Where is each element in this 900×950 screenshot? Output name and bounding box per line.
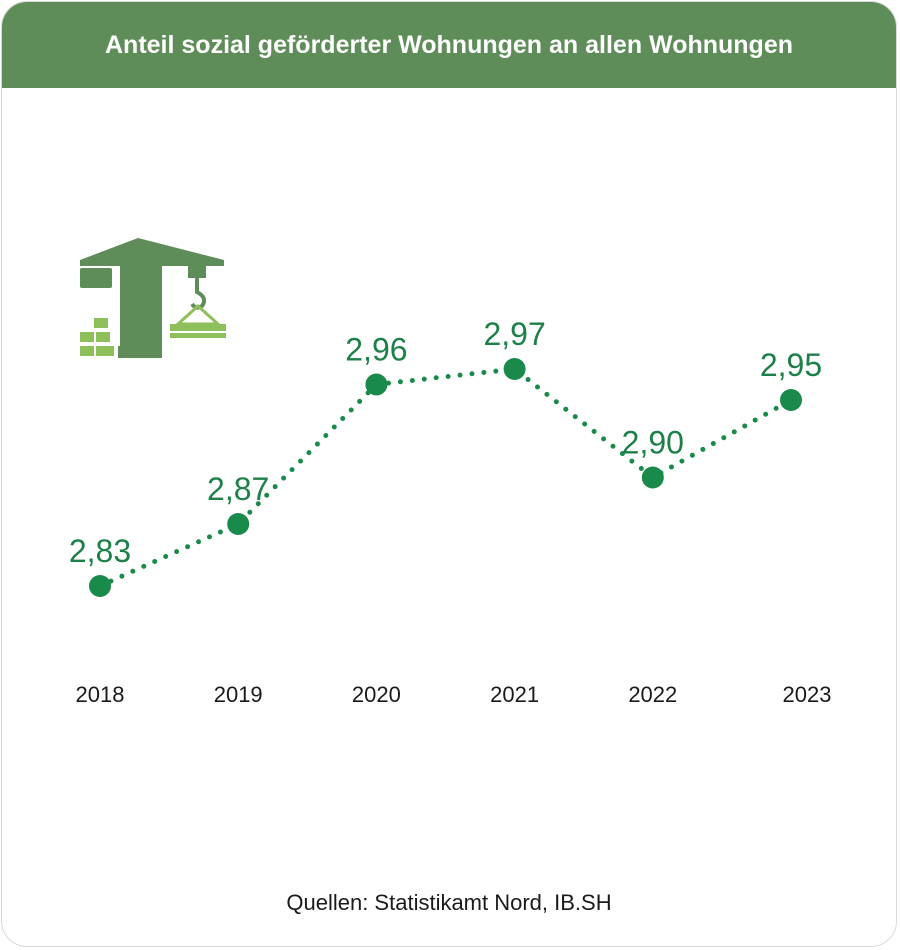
x-tick-2020: 2020 bbox=[352, 682, 401, 707]
x-tick-2019: 2019 bbox=[214, 682, 263, 707]
x-tick-2021: 2021 bbox=[490, 682, 539, 707]
x-axis-ticks: 2018 2019 2020 2021 2022 2023 bbox=[76, 682, 832, 707]
series-line bbox=[97, 366, 794, 589]
data-label-2023: 2,95 bbox=[760, 347, 822, 383]
x-tick-2022: 2022 bbox=[628, 682, 677, 707]
data-label-2022: 2,90 bbox=[622, 425, 684, 461]
data-label-2020: 2,96 bbox=[345, 332, 407, 368]
data-point-2019 bbox=[227, 513, 250, 535]
data-label-2018: 2,83 bbox=[69, 533, 131, 569]
data-points bbox=[89, 358, 802, 597]
data-label-2019: 2,87 bbox=[207, 471, 269, 507]
data-labels: 2,83 2,87 2,96 2,97 2,90 2,95 bbox=[69, 316, 822, 569]
x-tick-2018: 2018 bbox=[76, 682, 125, 707]
chart-header: Anteil sozial geförderter Wohnungen an a… bbox=[2, 2, 896, 88]
data-point-2021 bbox=[503, 358, 526, 380]
data-point-2022 bbox=[641, 466, 664, 489]
construction-crane-icon bbox=[80, 238, 226, 358]
x-tick-2023: 2023 bbox=[783, 682, 832, 707]
data-point-2018 bbox=[89, 575, 111, 597]
source-note: Quellen: Statistikamt Nord, IB.SH bbox=[286, 890, 612, 915]
data-label-2021: 2,97 bbox=[483, 316, 545, 352]
data-point-2020 bbox=[365, 373, 388, 396]
data-point-2023 bbox=[780, 389, 802, 411]
chart-title: Anteil sozial geförderter Wohnungen an a… bbox=[105, 30, 793, 59]
